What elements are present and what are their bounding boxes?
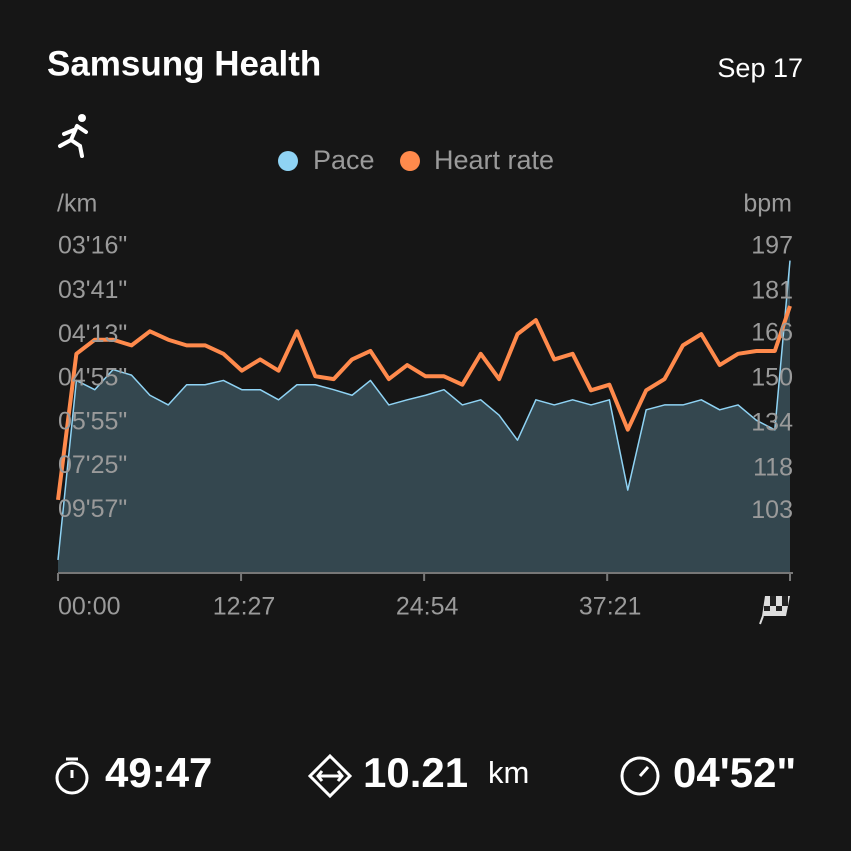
y2-tick-label: 134 [751, 409, 793, 437]
y-tick-label: 03'16" [58, 232, 127, 260]
legend-swatch [400, 151, 420, 171]
legend-label: Heart rate [434, 145, 554, 175]
pace-line [57, 260, 791, 561]
y-tick-label: 05'55" [58, 407, 127, 435]
y-tick-label: 03'41" [58, 276, 127, 304]
date: Sep 17 [717, 53, 803, 83]
pace-icon [620, 756, 660, 796]
y-tick-label: 04'55" [58, 363, 127, 391]
distance: 10.21 [363, 749, 468, 796]
legend-swatch [278, 151, 298, 171]
x-tick-label: 37:21 [579, 593, 642, 621]
runner-icon [58, 114, 88, 158]
y-tick-label: 07'25" [58, 451, 127, 479]
y2-tick-label: 181 [751, 277, 793, 305]
avg-pace: 04'52" [673, 749, 796, 796]
x-tick-label: 24:54 [396, 593, 459, 621]
heart-rate-line [56, 305, 792, 501]
distance-unit: km [488, 755, 529, 790]
y-tick-label: 09'57" [58, 495, 127, 523]
stopwatch-icon [55, 757, 89, 795]
finish-flag [759, 596, 790, 625]
y2-axis-label: bpm [743, 190, 792, 218]
y2-tick-label: 166 [751, 319, 793, 347]
legend-label: Pace [313, 145, 375, 175]
y2-tick-label: 103 [751, 496, 793, 524]
y2-tick-label: 197 [751, 232, 793, 260]
x-tick-label: 00:00 [58, 593, 121, 621]
y2-tick-label: 150 [751, 364, 793, 392]
pace-area [58, 260, 790, 573]
duration: 49:47 [105, 749, 212, 796]
app-title: Samsung Health [47, 44, 321, 83]
y-axis-label: /km [57, 190, 97, 218]
distance-icon [307, 753, 353, 799]
y-tick-label: 04'13" [58, 320, 127, 348]
plot [56, 260, 792, 573]
x-tick-label: 12:27 [213, 593, 276, 621]
y2-tick-label: 118 [753, 454, 793, 482]
